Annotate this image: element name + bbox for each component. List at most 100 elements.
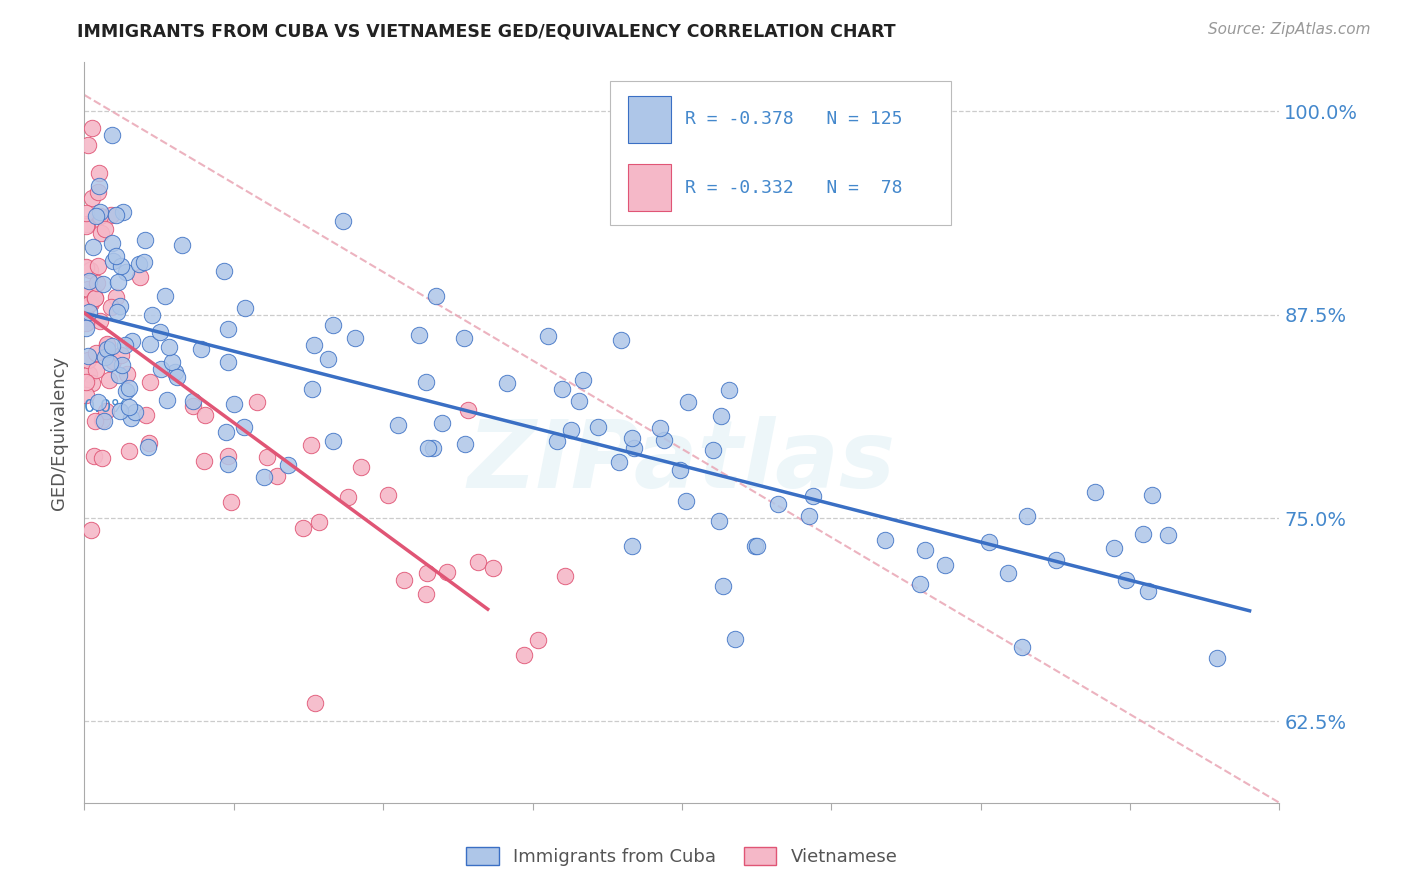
Point bbox=[82, 191, 104, 205]
Text: R = -0.378   N = 125: R = -0.378 N = 125 bbox=[686, 111, 903, 128]
Point bbox=[94, 222, 117, 236]
Point bbox=[193, 454, 215, 468]
Point bbox=[100, 356, 122, 370]
Point bbox=[304, 696, 326, 710]
Point bbox=[1157, 528, 1180, 542]
Point bbox=[84, 346, 107, 360]
Point bbox=[322, 318, 344, 332]
Point bbox=[914, 543, 936, 558]
Point bbox=[214, 264, 236, 278]
Point bbox=[408, 328, 430, 343]
Point bbox=[277, 458, 299, 472]
Point bbox=[190, 342, 212, 356]
Point bbox=[118, 443, 141, 458]
Point bbox=[316, 352, 339, 367]
Point bbox=[96, 337, 118, 351]
Point bbox=[997, 566, 1019, 581]
Point bbox=[560, 424, 582, 438]
Point bbox=[702, 442, 724, 457]
Point bbox=[235, 301, 257, 316]
Point bbox=[621, 431, 644, 445]
Point bbox=[93, 414, 115, 428]
Point bbox=[138, 441, 160, 455]
Point bbox=[166, 369, 188, 384]
Point bbox=[648, 421, 671, 435]
Point bbox=[934, 558, 956, 572]
Point bbox=[135, 408, 157, 422]
Point bbox=[124, 405, 146, 419]
Point bbox=[110, 260, 132, 274]
Point bbox=[77, 274, 100, 288]
Point bbox=[105, 209, 128, 223]
Point bbox=[337, 490, 360, 504]
Point bbox=[101, 339, 124, 353]
Point bbox=[1011, 640, 1033, 654]
Point bbox=[108, 368, 131, 382]
Point bbox=[75, 219, 97, 233]
Point bbox=[96, 337, 118, 351]
Point bbox=[82, 121, 104, 136]
Point bbox=[76, 138, 98, 153]
Point bbox=[157, 340, 180, 354]
Point bbox=[87, 259, 110, 273]
Point bbox=[496, 376, 519, 391]
Text: IMMIGRANTS FROM CUBA VS VIETNAMESE GED/EQUIVALENCY CORRELATION CHART: IMMIGRANTS FROM CUBA VS VIETNAMESE GED/E… bbox=[77, 22, 896, 40]
Point bbox=[75, 261, 97, 276]
Point bbox=[322, 434, 344, 449]
Point bbox=[79, 263, 101, 277]
Point bbox=[77, 349, 100, 363]
Point bbox=[744, 539, 766, 553]
Point bbox=[675, 493, 697, 508]
Point bbox=[217, 355, 239, 369]
Point bbox=[572, 373, 595, 387]
Point bbox=[75, 260, 97, 274]
Point bbox=[75, 205, 97, 219]
Point bbox=[910, 576, 932, 591]
Point bbox=[117, 400, 139, 414]
Point bbox=[83, 292, 105, 306]
Point bbox=[111, 358, 134, 372]
Point bbox=[163, 364, 186, 378]
Point bbox=[568, 394, 591, 409]
Point bbox=[121, 334, 143, 348]
Point bbox=[107, 275, 129, 289]
Point bbox=[101, 354, 124, 368]
Point bbox=[436, 566, 458, 580]
Point bbox=[797, 509, 820, 524]
Point bbox=[181, 400, 204, 414]
FancyBboxPatch shape bbox=[628, 95, 671, 143]
Point bbox=[75, 301, 97, 315]
Point bbox=[266, 469, 288, 483]
Point bbox=[96, 404, 118, 418]
Point bbox=[181, 393, 204, 408]
Point bbox=[256, 450, 278, 465]
Point bbox=[610, 334, 633, 348]
Point bbox=[301, 438, 323, 452]
Point bbox=[110, 348, 132, 362]
Point bbox=[291, 521, 314, 535]
Point bbox=[97, 373, 120, 387]
Point bbox=[156, 392, 179, 407]
Point bbox=[77, 367, 100, 381]
Point bbox=[82, 285, 104, 299]
Point bbox=[308, 515, 330, 529]
Point bbox=[100, 208, 122, 222]
Point bbox=[86, 186, 108, 200]
Point bbox=[75, 375, 97, 389]
Point bbox=[219, 494, 242, 508]
Point bbox=[134, 254, 156, 268]
Point bbox=[110, 299, 132, 313]
Point bbox=[513, 648, 536, 662]
Point bbox=[217, 449, 239, 463]
Y-axis label: GED/Equivalency: GED/Equivalency bbox=[51, 356, 69, 509]
Point bbox=[87, 179, 110, 194]
Point bbox=[80, 523, 103, 537]
Point bbox=[224, 397, 246, 411]
Point bbox=[745, 539, 768, 553]
Point bbox=[170, 238, 193, 252]
Point bbox=[90, 413, 112, 427]
Point bbox=[138, 436, 160, 450]
Point bbox=[114, 338, 136, 352]
Point bbox=[1205, 651, 1227, 665]
Point bbox=[332, 214, 354, 228]
